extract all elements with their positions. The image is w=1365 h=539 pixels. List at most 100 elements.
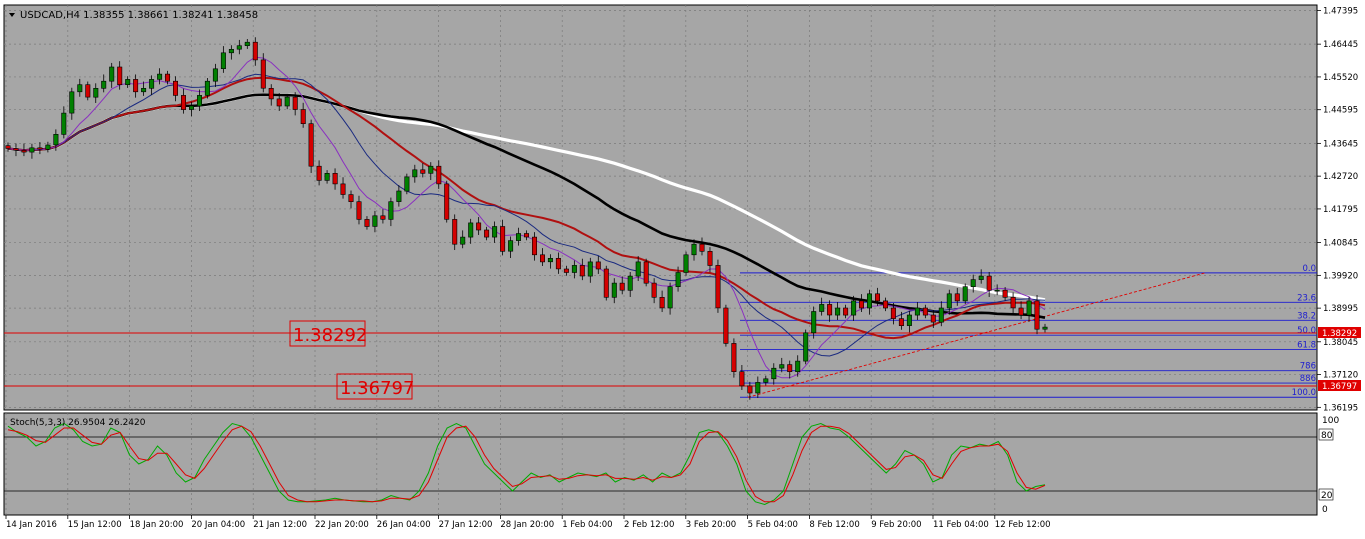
- candle-body: [970, 279, 976, 288]
- candle-body: [659, 296, 665, 309]
- candle-body: [747, 385, 753, 394]
- symbol-header: USDCAD,H4 1.38355 1.38661 1.38241 1.3845…: [20, 10, 258, 21]
- horizontal-levels[interactable]: [4, 332, 1317, 387]
- candle-body: [61, 112, 67, 135]
- candle-body: [531, 236, 537, 256]
- stoch-panel[interactable]: [3, 412, 1318, 516]
- lower-level-box[interactable]: [336, 373, 413, 400]
- candle-body: [906, 314, 912, 326]
- candle-body: [53, 134, 59, 146]
- candle-body: [1042, 326, 1048, 330]
- trendline-line: [747, 272, 1206, 398]
- candle-body: [1018, 307, 1024, 316]
- candle-body: [165, 73, 171, 82]
- candle-body: [340, 183, 346, 195]
- time-tick-label: 3 Feb 20:00: [686, 520, 736, 530]
- candle-body: [787, 364, 793, 373]
- candle-body: [651, 282, 657, 298]
- candle-body: [731, 343, 737, 372]
- candle-body: [452, 219, 458, 245]
- candle-body: [523, 233, 529, 238]
- candle-body: [882, 300, 888, 309]
- trendline[interactable]: [747, 272, 1206, 398]
- candle-body: [276, 98, 282, 107]
- price-tick-label: 1.46445: [1323, 40, 1358, 50]
- candle-body: [898, 318, 904, 327]
- candle-body: [938, 307, 944, 323]
- time-tick-label: 22 Jan 20:00: [315, 520, 369, 530]
- time-tick-label: 12 Feb 12:00: [995, 520, 1051, 530]
- time-tick-label: 26 Jan 04:00: [377, 520, 431, 530]
- price-tick-label: 1.45520: [1323, 73, 1358, 83]
- price-tick-label: 1.36195: [1323, 403, 1358, 413]
- candle-body: [404, 176, 410, 192]
- ma-navy-line: [7, 73, 1046, 357]
- candle-body: [763, 378, 769, 383]
- fibo-level-label: 786: [1300, 362, 1316, 372]
- time-tick-label: 21 Jan 12:00: [253, 520, 307, 530]
- main-chart-panel[interactable]: [3, 4, 1318, 411]
- fibo-level-label: 50.0: [1297, 326, 1316, 336]
- candle-body: [874, 293, 880, 302]
- candle-body: [675, 272, 681, 287]
- candle-body: [21, 150, 27, 153]
- candle-body: [890, 307, 896, 319]
- candle-body: [444, 183, 450, 220]
- time-tick-label: 9 Feb 20:00: [871, 520, 921, 530]
- time-tick-label: 27 Jan 12:00: [439, 520, 493, 530]
- upper-level-box[interactable]: [289, 320, 366, 347]
- price-tick-label: 1.40845: [1323, 239, 1358, 249]
- ma-black-line: [7, 93, 1046, 319]
- candle-body: [515, 233, 521, 241]
- candle-body: [803, 332, 809, 362]
- ma-red-line: [7, 76, 1046, 340]
- candle-body: [332, 173, 338, 185]
- candle-body: [228, 48, 234, 54]
- candle-body: [563, 268, 569, 273]
- fibo-retracement[interactable]: 0.0 23.6 38.2 50.0 61.8 786 886 100.0: [740, 264, 1317, 398]
- candle-body: [141, 88, 147, 93]
- candle-body: [244, 41, 250, 47]
- candle-body: [189, 105, 195, 110]
- fibo-level-label: 61.8: [1297, 340, 1316, 350]
- candle-body: [93, 88, 99, 98]
- candle-body: [835, 307, 841, 316]
- candle-body: [715, 265, 721, 309]
- candle-body: [372, 215, 378, 227]
- candle-body: [978, 275, 984, 280]
- candle-body: [101, 80, 107, 89]
- fibo-level-label: 38.2: [1297, 311, 1316, 321]
- candle-body: [125, 79, 131, 86]
- time-tick-label: 14 Jan 2016: [6, 520, 57, 530]
- candle-body: [13, 148, 19, 151]
- candle-body: [292, 96, 298, 110]
- time-tick-label: 1 Feb 04:00: [562, 520, 612, 530]
- stoch-main-line: [7, 422, 1046, 506]
- candle-body: [468, 222, 474, 238]
- candle-body: [643, 261, 649, 284]
- candle-body: [595, 261, 601, 270]
- time-tick-label: 5 Feb 04:00: [748, 520, 798, 530]
- candle-body: [922, 307, 928, 316]
- symbol-menu-triangle-icon[interactable]: [9, 13, 15, 17]
- price-axis: 1.47395 1.46445 1.45520 1.44595 1.43645 1.427…: [1317, 6, 1358, 413]
- grid-lines: [4, 5, 1317, 515]
- candle-body: [85, 84, 91, 98]
- candle-body: [212, 68, 218, 82]
- candle-body: [555, 257, 561, 270]
- moving-averages: [7, 56, 1046, 379]
- candle-body: [364, 219, 370, 227]
- candle-body: [779, 364, 785, 369]
- stoch-level-0: 0: [1322, 505, 1328, 515]
- candle-body: [611, 282, 617, 298]
- candle-body: [252, 41, 258, 61]
- fibo-level-label: 0.0: [1302, 264, 1316, 274]
- lower-level-label: 1.36797: [340, 378, 414, 399]
- upper-price-tag-text: 1.38292: [1322, 329, 1357, 339]
- price-tick-label: 1.41795: [1323, 205, 1358, 215]
- candle-body: [308, 123, 314, 167]
- candle-body: [667, 286, 673, 309]
- candle-body: [69, 91, 75, 114]
- candle-body: [316, 165, 322, 181]
- candlesticks: [5, 37, 1048, 400]
